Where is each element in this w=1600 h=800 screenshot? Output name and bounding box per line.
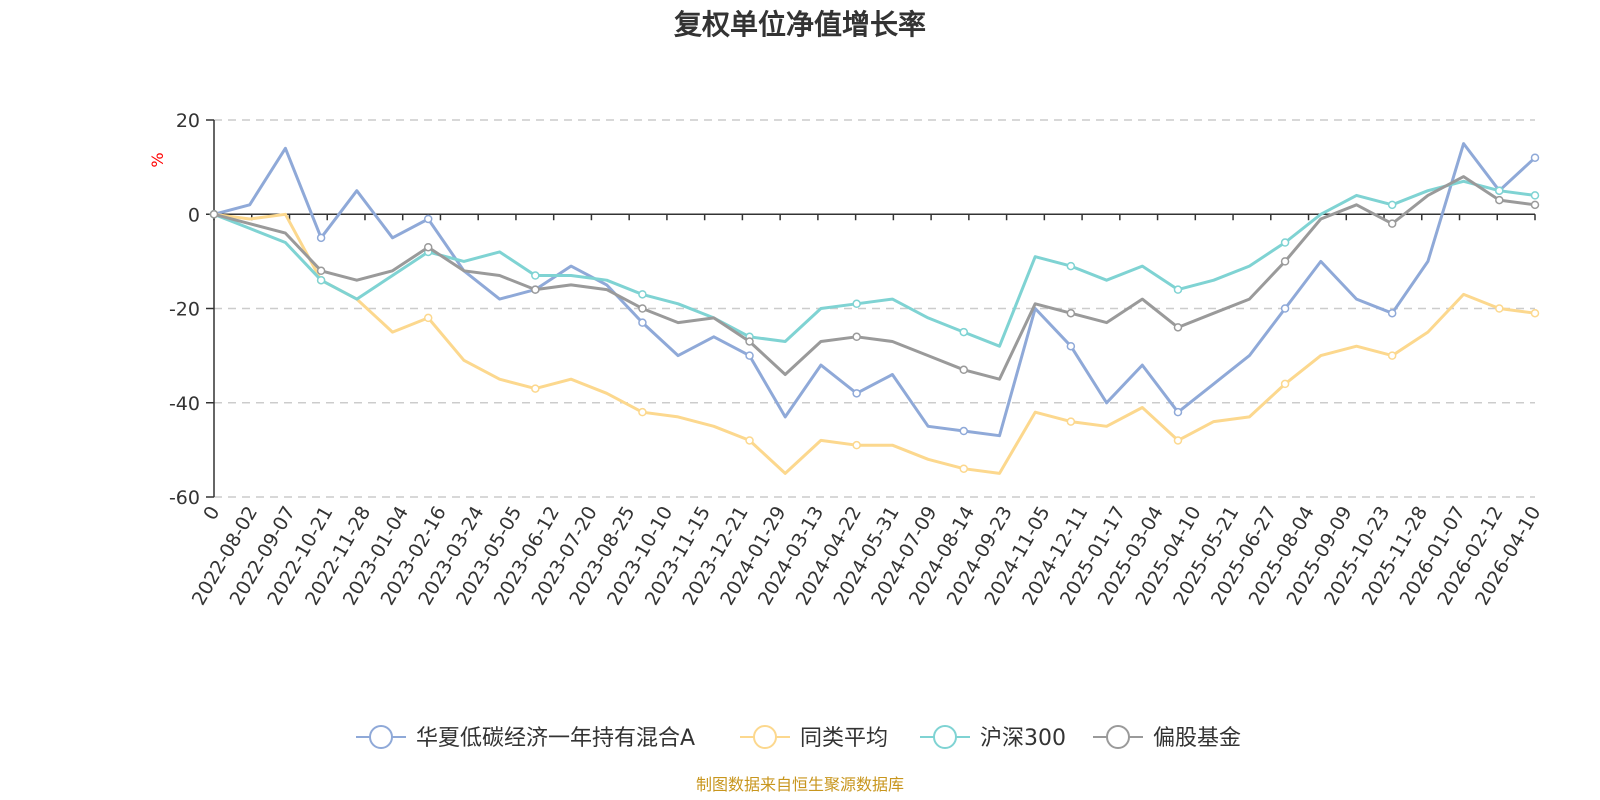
x-tick-label: 0 [199, 503, 224, 524]
data-point [1495, 195, 1504, 205]
grid-layer [214, 119, 1535, 498]
data-point [316, 266, 326, 276]
data-point [531, 384, 540, 393]
data-point [959, 365, 969, 375]
legend-label: 华夏低碳经济一年持有混合A [416, 726, 695, 751]
y-tick-label: -40 [169, 393, 200, 415]
data-point [423, 242, 433, 252]
series-line [213, 212, 1536, 475]
data-point [1066, 308, 1076, 318]
data-point [531, 285, 540, 294]
legend-item-1[interactable]: 同类平均 [740, 725, 888, 751]
data-point [209, 210, 219, 219]
data-point [959, 464, 969, 473]
legend-label: 偏股基金 [1153, 726, 1241, 751]
data-point [316, 275, 326, 285]
data-point [1173, 436, 1183, 445]
series-3 [209, 175, 1540, 381]
data-point [1530, 191, 1540, 200]
data-point [1066, 417, 1076, 426]
legend-item-0[interactable]: 华夏低碳经济一年持有混合A [356, 725, 695, 751]
data-point [1387, 308, 1397, 318]
data-point [1280, 238, 1290, 247]
y-axis-unit: % [148, 152, 167, 167]
legend-marker-icon [369, 725, 393, 749]
data-point [745, 351, 754, 360]
y-tick-label: -20 [169, 299, 200, 321]
legend[interactable]: 华夏低碳经济一年持有混合A 同类平均 沪深300 偏股基金 [356, 725, 1241, 751]
series-line [213, 175, 1536, 381]
data-point [852, 389, 861, 398]
data-point [852, 299, 861, 309]
data-point [1530, 308, 1540, 318]
data-point [1280, 257, 1290, 266]
series-1 [209, 210, 1540, 475]
data-point [959, 327, 969, 337]
data-point [852, 332, 861, 342]
series-layer [209, 142, 1540, 475]
y-tick-label: 20 [176, 110, 200, 132]
data-point [745, 337, 754, 346]
legend-item-2[interactable]: 沪深300 [920, 725, 1066, 751]
data-point [638, 318, 647, 327]
data-point [423, 313, 433, 323]
data-point [1495, 304, 1504, 313]
data-point [1387, 219, 1397, 228]
y-tick-label: -60 [169, 487, 200, 509]
source-note: 制图数据来自恒生聚源数据库 [696, 775, 904, 794]
y-tick-label: 0 [188, 204, 200, 226]
legend-label: 同类平均 [800, 726, 888, 751]
legend-marker-icon [753, 725, 777, 749]
data-point [852, 440, 861, 450]
data-point [531, 271, 540, 280]
data-point [316, 233, 326, 243]
data-point [745, 436, 754, 445]
data-point [1173, 285, 1183, 294]
data-point [1387, 351, 1397, 360]
data-point [638, 290, 647, 299]
series-0 [209, 142, 1540, 438]
data-point [1530, 200, 1540, 210]
legend-label: 沪深300 [980, 726, 1066, 751]
legend-item-3[interactable]: 偏股基金 [1093, 725, 1241, 751]
data-point [1530, 153, 1540, 162]
data-point [1173, 323, 1183, 332]
chart-title: 复权单位净值增长率 [674, 8, 926, 41]
data-point [638, 407, 647, 417]
series-2 [209, 179, 1540, 348]
data-point [1066, 341, 1076, 351]
data-point [638, 304, 647, 313]
series-line [213, 179, 1536, 348]
data-point [1495, 186, 1504, 195]
data-point [1387, 200, 1397, 210]
axis-layer: -60-40-2002002022-08-022022-09-072022-10… [169, 110, 1545, 609]
legend-marker-icon [1106, 725, 1130, 749]
series-line [213, 142, 1537, 438]
data-point [1280, 304, 1290, 313]
data-point [1066, 261, 1076, 271]
data-point [1280, 379, 1290, 389]
data-point [1173, 407, 1183, 417]
data-point [423, 214, 433, 224]
data-point [959, 426, 969, 436]
legend-marker-icon [933, 725, 957, 749]
